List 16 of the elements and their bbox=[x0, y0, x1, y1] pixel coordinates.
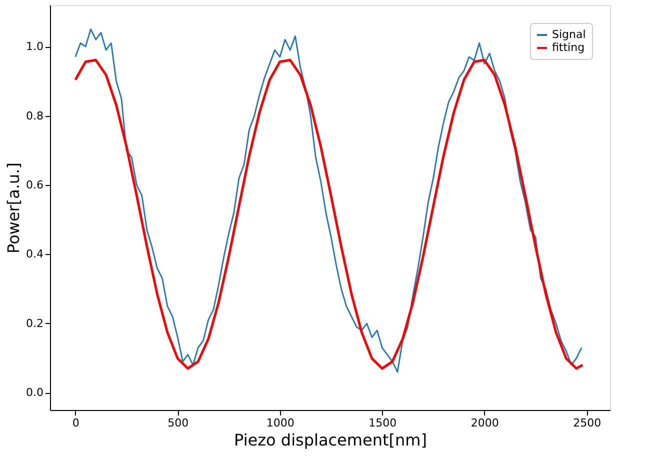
legend-label: fitting bbox=[552, 41, 585, 54]
y-tick-label: 1.0 bbox=[26, 40, 44, 54]
y-tick-label: 0.6 bbox=[26, 178, 44, 192]
y-tick-label: 0.0 bbox=[26, 386, 44, 400]
x-tick-label: 2500 bbox=[573, 416, 602, 430]
x-tick-label: 500 bbox=[168, 416, 189, 430]
x-tick-label: 2000 bbox=[470, 416, 499, 430]
x-tick-label: 1000 bbox=[266, 416, 294, 430]
y-tick-label: 0.8 bbox=[26, 109, 44, 122]
x-tick-label: 0 bbox=[72, 416, 80, 430]
y-tick-label: 0.4 bbox=[26, 248, 44, 261]
x-axis-title: Piezo displacement[nm] bbox=[234, 430, 427, 450]
legend-label: Signal bbox=[552, 28, 586, 41]
y-axis-title: Power[a.u.] bbox=[4, 162, 24, 254]
x-tick-label: 1500 bbox=[368, 416, 397, 430]
y-tick-label: 0.2 bbox=[26, 316, 44, 330]
